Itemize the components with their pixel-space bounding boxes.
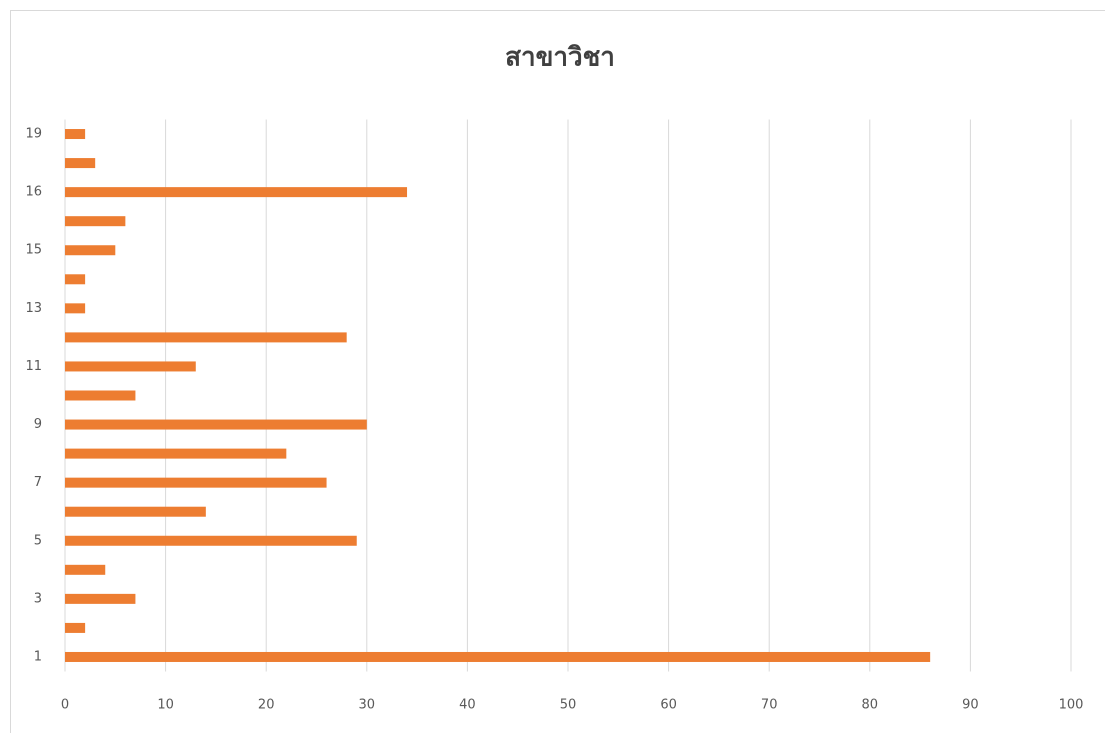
x-tick-label: 80	[862, 698, 879, 713]
bar	[65, 361, 196, 372]
x-tick-label: 30	[359, 698, 376, 713]
bar	[65, 506, 206, 517]
bar	[65, 535, 357, 546]
bar	[65, 129, 86, 140]
y-tick-label: 9	[34, 417, 42, 432]
bar	[65, 187, 408, 198]
chart-title: สาขาวิชา	[505, 43, 615, 73]
x-tick-label: 10	[157, 698, 174, 713]
x-tick-label: 40	[459, 698, 476, 713]
bar	[65, 622, 86, 633]
y-tick-label: 15	[25, 243, 42, 258]
x-tick-label: 50	[560, 698, 577, 713]
x-tick-label: 90	[962, 698, 979, 713]
y-tick-label: 7	[34, 475, 42, 490]
bar	[65, 564, 106, 575]
bar	[65, 419, 367, 430]
bar	[65, 245, 116, 256]
bar	[65, 651, 931, 662]
bar	[65, 274, 86, 285]
bar	[65, 158, 96, 169]
y-tick-label: 13	[25, 301, 42, 316]
y-tick-label: 19	[25, 127, 42, 142]
bar	[65, 593, 136, 604]
y-tick-label: 11	[25, 359, 42, 374]
x-tick-label: 70	[761, 698, 778, 713]
x-tick-label: 100	[1059, 698, 1084, 713]
bar	[65, 332, 347, 343]
bar	[65, 477, 327, 488]
y-tick-label: 1	[34, 649, 42, 664]
y-tick-label: 3	[34, 591, 42, 606]
chart-frame	[10, 10, 1105, 733]
bar	[65, 448, 287, 459]
bar	[65, 390, 136, 401]
x-tick-label: 20	[258, 698, 275, 713]
y-tick-label: 5	[34, 533, 42, 548]
x-tick-label: 60	[660, 698, 677, 713]
x-tick-label: 0	[61, 698, 69, 713]
bar	[65, 216, 126, 227]
bar	[65, 303, 86, 314]
y-tick-label: 16	[25, 185, 42, 200]
